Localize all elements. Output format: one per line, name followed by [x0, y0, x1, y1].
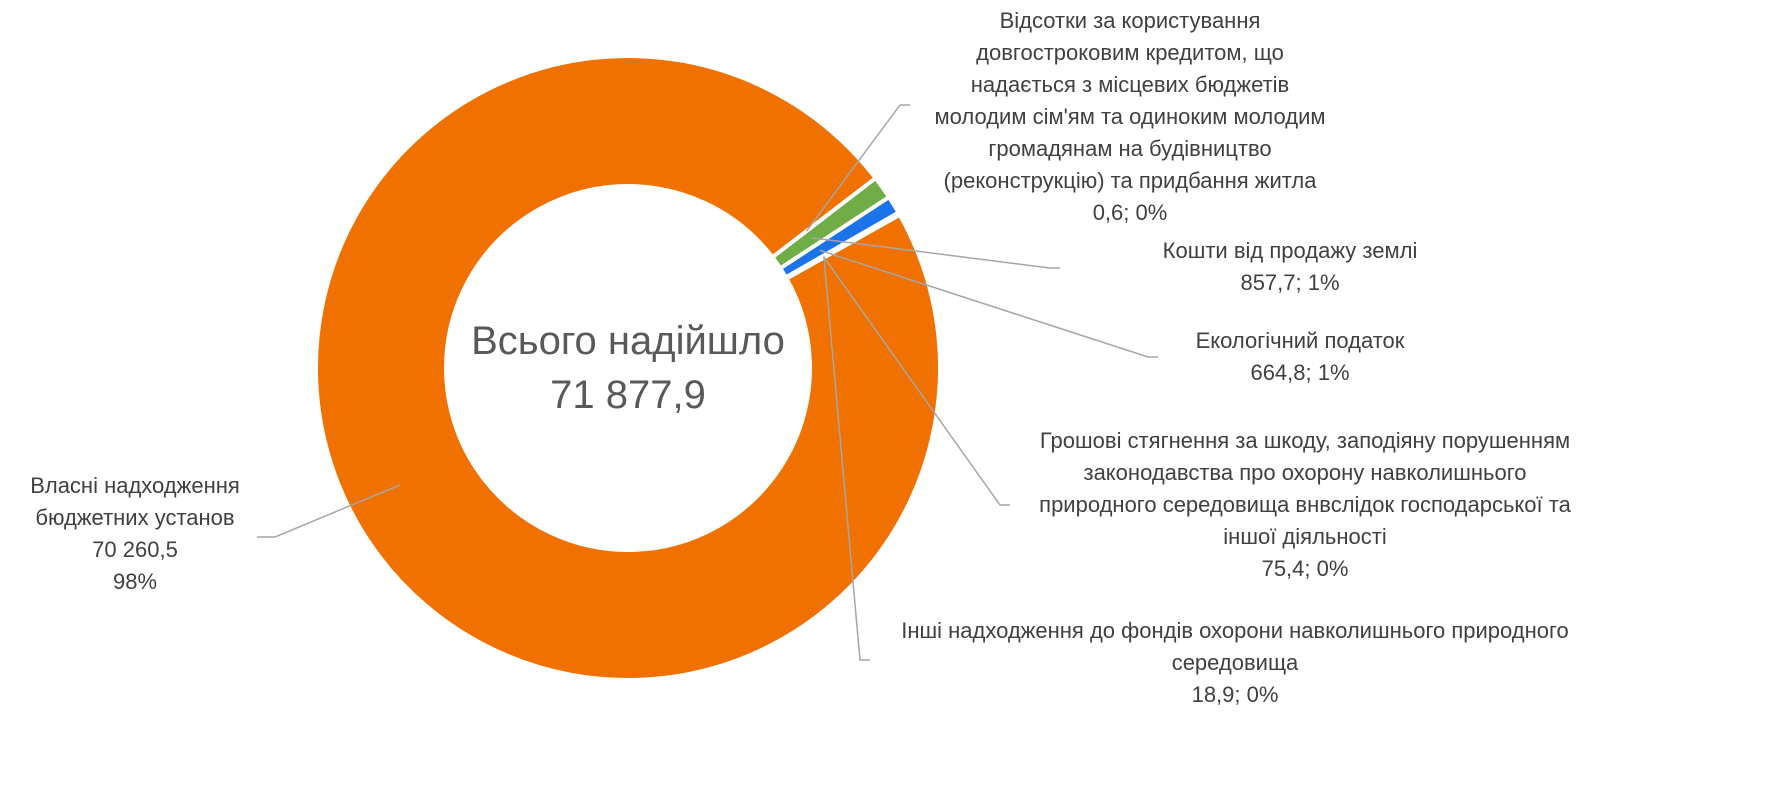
leader-line	[819, 249, 1158, 358]
label-name: Відсотки за користування довгостроковим …	[934, 8, 1326, 193]
label-name: Інші надходження до фондів охорони навко…	[901, 618, 1569, 675]
data-label: Екологічний податок 664,8; 1%	[1160, 325, 1440, 389]
label-value: 857,7; 1%	[1240, 270, 1340, 295]
label-value: 664,8; 1%	[1250, 360, 1350, 385]
leader-line	[823, 257, 870, 661]
leader-line	[257, 484, 401, 538]
leader-line	[822, 256, 1010, 506]
label-name: Власні надходження бюджетних установ	[30, 473, 240, 530]
data-label: Кошти від продажу землі 857,7; 1%	[1130, 235, 1450, 299]
leader-line	[805, 104, 910, 232]
label-name: Екологічний податок	[1195, 328, 1405, 353]
label-value: 70 260,5 98%	[92, 537, 178, 594]
data-label: Відсотки за користування довгостроковим …	[930, 5, 1330, 229]
data-label: Грошові стягнення за шкоду, заподіяну по…	[1035, 425, 1575, 585]
label-value: 18,9; 0%	[1191, 682, 1279, 707]
slice	[314, 54, 942, 682]
label-value: 0,6; 0%	[1092, 200, 1168, 225]
data-label: Інші надходження до фондів охорони навко…	[895, 615, 1575, 711]
center-title: Всього надійшло	[471, 319, 785, 363]
label-value: 75,4; 0%	[1261, 556, 1349, 581]
data-label: Власні надходження бюджетних установ 70 2…	[0, 470, 270, 598]
leader-line	[811, 237, 1060, 269]
label-name: Грошові стягнення за шкоду, заподіяну по…	[1039, 428, 1571, 549]
center-total: 71 877,9	[550, 373, 706, 417]
label-name: Кошти від продажу землі	[1162, 238, 1418, 263]
